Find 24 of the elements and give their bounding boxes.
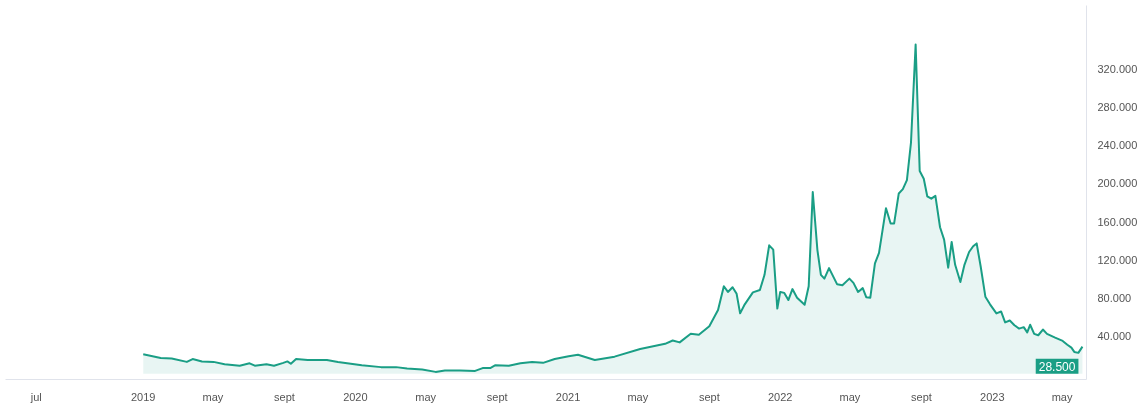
x-tick-label: sept (274, 390, 295, 403)
x-tick-label: sept (486, 390, 508, 403)
x-tick-label: 2023 (980, 390, 1005, 403)
x-tick-label: 2022 (767, 390, 793, 403)
x-tick-label: 2019 (131, 390, 156, 403)
x-tick-label: sept (698, 390, 720, 403)
y-tick-label: 40.000 (1097, 329, 1132, 342)
annotation: 28.500 (1038, 359, 1076, 374)
x-tick-label: 2020 (343, 390, 368, 403)
x-tick-label: may (202, 390, 224, 403)
y-tick-label: 240.000 (1097, 139, 1138, 152)
x-tick-label: may (839, 390, 861, 403)
x-tick-label: sept (911, 390, 932, 403)
x-tick-label: 2021 (555, 390, 581, 403)
y-tick-label: 160.000 (1097, 215, 1138, 228)
x-tick-label: may (415, 390, 437, 403)
y-tick-label: 200.000 (1097, 177, 1138, 190)
y-tick-label: 280.000 (1097, 101, 1138, 114)
y-tick-label: 120.000 (1097, 253, 1138, 266)
y-tick-label: 320.000 (1097, 63, 1138, 76)
x-tick-label: may (1051, 390, 1073, 403)
x-tick-label: jul (29, 390, 42, 403)
y-tick-label: 80.000 (1097, 291, 1132, 304)
x-tick-label: may (627, 390, 649, 403)
